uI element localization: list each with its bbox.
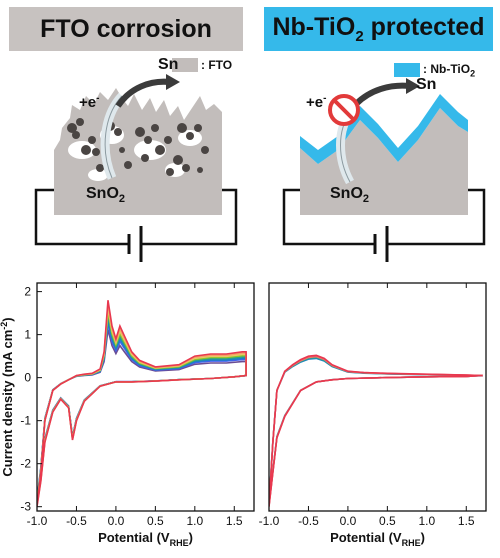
legend-fto: : FTO — [172, 58, 232, 72]
curved-arrow-icon — [100, 74, 180, 180]
electron-label-left: +e- — [79, 93, 100, 111]
cv-cycle-right-0 — [269, 354, 483, 507]
x-tick-label-left: 1.0 — [186, 514, 203, 528]
title-nbtio2-protected: Nb-TiO2 protected — [264, 7, 493, 51]
x-tick-label-right: -1.0 — [259, 514, 280, 528]
x-axis-label-right: Potential (VRHE) — [330, 530, 425, 548]
cv-curves-left — [37, 300, 247, 507]
title-right-text: Nb-TiO2 protected — [272, 13, 485, 45]
plot-frame-right — [268, 282, 487, 512]
nbtio2-coating — [300, 94, 468, 164]
x-tick-label-left: 0.0 — [108, 514, 125, 528]
y-tick-label-left: 2 — [24, 285, 31, 299]
legend-fto-label: : FTO — [201, 58, 233, 72]
cv-cycle-right-4 — [269, 357, 483, 505]
battery-icon — [127, 226, 143, 262]
x-tick-label-left: -0.5 — [66, 514, 87, 528]
plot-frame-left — [36, 282, 255, 512]
title-left-text: FTO corrosion — [40, 14, 212, 43]
legend-nbtio2-label: : Nb-TiO2 — [423, 62, 476, 79]
cv-cycle-right-3 — [269, 356, 483, 505]
forbidden-icon — [328, 94, 360, 126]
cv-cycle-left-0 — [37, 300, 247, 507]
y-tick-label-left: -3 — [20, 500, 31, 514]
cv-curves-right — [269, 354, 483, 507]
cv-chart-left: -1.0 -0.5 0.0 0.5 1.0 1.5 Potential (VRHE) -3 -2… — [0, 282, 255, 548]
x-tick-label-left: -1.0 — [27, 514, 48, 528]
x-tick-label-right: 0.0 — [340, 514, 357, 528]
x-tick-label-left: 1.5 — [226, 514, 243, 528]
circuit-wire-right — [282, 188, 486, 246]
electron-label-right: +e- — [306, 93, 327, 111]
y-axis-label-left: Current density (mA cm-2) — [0, 317, 15, 476]
y-tick-label-left: -1 — [20, 414, 31, 428]
substrate-layer — [300, 108, 468, 215]
sno2-label-left: SnO2 — [86, 185, 126, 206]
sn-deposits — [67, 118, 209, 176]
battery-icon — [373, 226, 389, 262]
sno2-label-right: SnO2 — [330, 185, 370, 206]
y-tick-label-left: 0 — [24, 371, 31, 385]
circuit-wire-left — [34, 188, 238, 246]
x-tick-label-left: 0.5 — [147, 514, 164, 528]
fto-swatch — [172, 58, 198, 72]
sn-label-right: Sn — [416, 76, 437, 93]
x-tick-label-right: 1.0 — [418, 514, 435, 528]
x-axis-label-left: Potential (VRHE) — [98, 530, 193, 548]
cv-cycle-right-2 — [269, 355, 483, 506]
cv-chart-right: -1.0 -0.5 0.0 0.5 1.0 1.5 Potential (VRHE) — [259, 282, 487, 548]
title-fto-corrosion: FTO corrosion — [9, 7, 243, 51]
sn-label-left: Sn — [158, 56, 179, 73]
legend-nbtio2: : Nb-TiO2 — [394, 62, 475, 78]
y-tick-label-left: 1 — [24, 328, 31, 342]
x-tick-label-right: 1.5 — [458, 514, 475, 528]
x-tick-label-right: -0.5 — [298, 514, 319, 528]
x-tick-label-right: 0.5 — [379, 514, 396, 528]
y-tick-label-left: -2 — [20, 457, 31, 471]
nbtio2-swatch — [394, 63, 420, 78]
